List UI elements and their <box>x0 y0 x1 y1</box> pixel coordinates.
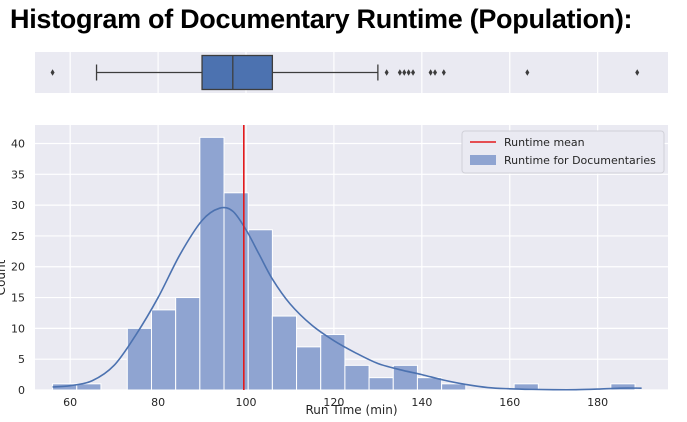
histogram-bar <box>441 383 467 391</box>
histogram-bar <box>610 383 636 391</box>
legend-label: Runtime for Documentaries <box>504 154 656 167</box>
box-outlier <box>402 69 407 76</box>
box-outlier <box>406 69 411 76</box>
histogram-bar <box>175 297 201 391</box>
histogram-bar <box>126 327 152 391</box>
histogram-bar <box>320 334 346 391</box>
x-tick-label: 100 <box>236 396 257 409</box>
y-tick-label: 30 <box>11 199 25 212</box>
box-outlier <box>433 69 438 76</box>
box-outlier <box>384 69 389 76</box>
histogram-bar <box>247 229 273 391</box>
chart-title: Histogram of Documentary Runtime (Popula… <box>10 4 633 34</box>
y-tick-label: 10 <box>11 322 25 335</box>
y-tick-label: 40 <box>11 137 25 150</box>
histogram-bar <box>368 377 394 391</box>
box-outlier <box>525 69 530 76</box>
y-tick-label: 0 <box>18 384 25 397</box>
box-outlier <box>635 69 640 76</box>
histogram-bar <box>76 383 102 391</box>
x-tick-label: 140 <box>411 396 432 409</box>
box-outlier <box>441 69 446 76</box>
histogram-bar <box>271 315 298 391</box>
box-outlier <box>397 69 402 76</box>
histogram-bar <box>199 136 225 391</box>
box-iqr <box>201 54 274 91</box>
box-outlier <box>411 69 416 76</box>
x-tick-label: 60 <box>63 396 77 409</box>
y-axis-label: Count <box>0 259 8 295</box>
y-tick-label: 20 <box>11 261 25 274</box>
box-outlier <box>428 69 433 76</box>
y-tick-label: 15 <box>11 292 25 305</box>
legend-swatch-bars <box>470 155 496 165</box>
x-axis-label: Run Time (min) <box>306 403 398 417</box>
x-tick-label: 180 <box>587 396 608 409</box>
y-tick-label: 25 <box>11 230 25 243</box>
x-tick-label: 160 <box>499 396 520 409</box>
y-tick-label: 35 <box>11 168 25 181</box>
box-outlier <box>50 69 55 76</box>
kde-curve <box>52 206 642 391</box>
histogram-bar <box>392 364 418 391</box>
x-tick-label: 80 <box>151 396 165 409</box>
histogram-bar <box>344 364 370 391</box>
y-tick-label: 5 <box>18 353 25 366</box>
histogram-bar <box>150 309 177 391</box>
legend-box <box>461 130 665 174</box>
legend-label: Runtime mean <box>504 136 585 149</box>
histogram-bar <box>296 346 322 391</box>
x-tick-label: 120 <box>323 396 344 409</box>
